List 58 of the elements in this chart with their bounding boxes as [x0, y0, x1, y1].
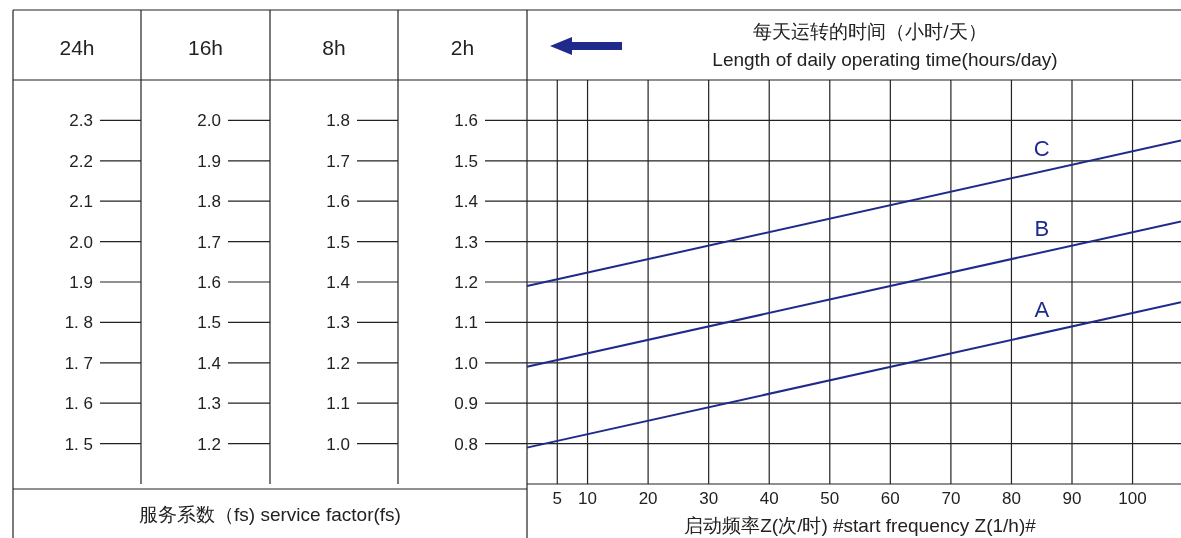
- x-tick-label: 100: [1118, 489, 1147, 508]
- y-tick-label: 0.8: [454, 434, 478, 454]
- x-tick-label: 90: [1062, 489, 1082, 508]
- x-tick-label: 40: [759, 489, 779, 508]
- x-tick-label: 50: [820, 489, 840, 508]
- text: 1.9: [197, 151, 221, 171]
- text: 1.7: [326, 151, 350, 171]
- text: 1.4: [197, 353, 221, 373]
- y-tick-label: 1.4: [454, 192, 478, 212]
- text: 1.9: [69, 273, 93, 292]
- x-tick-label: 60: [880, 489, 900, 508]
- y-tick-label: 1.0: [454, 353, 478, 373]
- text: 1. 6: [64, 394, 93, 414]
- text: 1.2: [197, 434, 221, 454]
- x-tick-label: 5: [552, 489, 563, 508]
- x-tick-label: 20: [638, 489, 658, 508]
- y-tick-label: 0.9: [454, 394, 478, 414]
- text: 服务系数（fs) service factor(fs): [139, 504, 401, 525]
- text: 1. 7: [64, 353, 93, 373]
- text: 2.0: [197, 111, 221, 131]
- text: 2.3: [69, 111, 93, 131]
- y-tick-label: 1.3: [454, 232, 478, 252]
- y-tick-label: 1.1: [454, 313, 478, 333]
- chart-title: 每天运转的时间（小时/天）: [753, 21, 987, 42]
- x-axis-title: 启动频率Z(次/时) #start frequency Z(1/h)#: [684, 515, 1037, 536]
- text: 8h: [322, 36, 346, 59]
- x-tick-label: 30: [699, 489, 719, 508]
- text: 2.2: [69, 151, 93, 171]
- text: 2.1: [69, 192, 93, 212]
- series-label: B: [1034, 216, 1050, 242]
- text: 1.6: [326, 192, 350, 212]
- y-tick-label: 1.5: [454, 151, 478, 171]
- series-label: A: [1034, 297, 1050, 323]
- text: 1.1: [326, 394, 350, 414]
- text: 2.0: [69, 232, 93, 252]
- chart-subtitle: Length of daily operating time(hours/day): [712, 49, 1058, 70]
- y-tick-label: 1.6: [454, 111, 478, 131]
- text: 1.8: [197, 192, 221, 212]
- y-axis-title: 2h: [450, 36, 475, 59]
- text: 1.7: [197, 232, 221, 252]
- y-tick-label: 1.2: [454, 273, 478, 292]
- x-tick-label: 80: [1001, 489, 1021, 508]
- text: 1. 8: [64, 313, 93, 333]
- x-tick-label: 10: [578, 489, 598, 508]
- text: 1.6: [197, 273, 221, 292]
- text: 1.5: [326, 232, 350, 252]
- x-tick-label: 70: [941, 489, 961, 508]
- text: 16h: [187, 36, 224, 59]
- text: 1.4: [326, 273, 350, 292]
- text: 1.5: [197, 313, 221, 333]
- text: 1.8: [326, 111, 350, 131]
- text: 1. 5: [64, 434, 93, 454]
- series-label: C: [1033, 135, 1050, 161]
- text: 1.3: [197, 394, 221, 414]
- text: 24h: [59, 36, 95, 59]
- text: 1.2: [326, 353, 350, 373]
- text: 1.3: [326, 313, 350, 333]
- text: 1.0: [326, 434, 350, 454]
